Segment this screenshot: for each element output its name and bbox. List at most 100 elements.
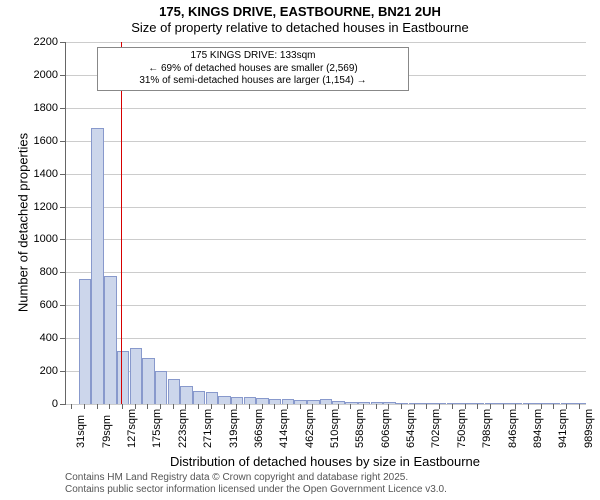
histogram-bar	[168, 379, 180, 404]
y-tick-label: 0	[23, 398, 58, 410]
histogram-bar	[180, 386, 192, 404]
y-tick-mark	[60, 371, 65, 372]
x-tick-label: 750sqm	[456, 409, 468, 448]
y-tick-mark	[60, 75, 65, 76]
x-tick-mark	[553, 404, 554, 409]
y-tick-label: 600	[23, 299, 58, 311]
y-tick-label: 1800	[23, 102, 58, 114]
property-marker-line	[121, 42, 122, 404]
histogram-bar	[130, 348, 142, 404]
x-tick-label: 414sqm	[278, 409, 290, 448]
x-tick-mark	[122, 404, 123, 409]
y-tick-label: 2000	[23, 69, 58, 81]
histogram-bar	[206, 392, 218, 404]
footer-line-2: Contains public sector information licen…	[65, 484, 447, 496]
chart-container: 175, KINGS DRIVE, EASTBOURNE, BN21 2UH S…	[0, 0, 600, 500]
y-tick-mark	[60, 174, 65, 175]
x-tick-label: 606sqm	[380, 409, 392, 448]
y-tick-label: 1000	[23, 233, 58, 245]
footer-line-1: Contains HM Land Registry data © Crown c…	[65, 472, 447, 484]
histogram-bar	[91, 128, 103, 404]
histogram-bar	[193, 391, 205, 404]
histogram-bar	[459, 403, 471, 404]
annotation-line-2: ← 69% of detached houses are smaller (2,…	[102, 63, 404, 76]
histogram-bar	[104, 276, 116, 404]
y-gridline	[66, 42, 586, 43]
x-axis-label: Distribution of detached houses by size …	[65, 454, 585, 469]
y-gridline	[66, 141, 586, 142]
y-gridline	[66, 239, 586, 240]
y-gridline	[66, 305, 586, 306]
histogram-bar	[497, 403, 509, 404]
x-tick-mark	[503, 404, 504, 409]
x-tick-label: 989sqm	[583, 409, 595, 448]
y-tick-mark	[60, 239, 65, 240]
histogram-bar	[142, 358, 154, 404]
histogram-bar	[155, 371, 167, 404]
y-gridline	[66, 338, 586, 339]
x-tick-label: 846sqm	[507, 409, 519, 448]
x-tick-mark	[71, 404, 72, 409]
y-tick-label: 400	[23, 332, 58, 344]
x-tick-label: 127sqm	[126, 409, 138, 448]
x-tick-label: 654sqm	[405, 409, 417, 448]
annotation-line-1: 175 KINGS DRIVE: 133sqm	[102, 50, 404, 63]
y-tick-mark	[60, 141, 65, 142]
x-tick-label: 702sqm	[430, 409, 442, 448]
y-tick-label: 200	[23, 365, 58, 377]
x-tick-label: 798sqm	[481, 409, 493, 448]
y-gridline	[66, 207, 586, 208]
y-tick-label: 1200	[23, 201, 58, 213]
y-tick-mark	[60, 42, 65, 43]
x-tick-mark	[376, 404, 377, 409]
histogram-bar	[409, 403, 421, 404]
x-tick-label: 558sqm	[354, 409, 366, 448]
x-tick-mark	[401, 404, 402, 409]
x-tick-mark	[109, 404, 110, 409]
y-tick-mark	[60, 207, 65, 208]
x-tick-mark	[452, 404, 453, 409]
x-tick-mark	[477, 404, 478, 409]
x-tick-label: 894sqm	[532, 409, 544, 448]
x-tick-mark	[300, 404, 301, 409]
chart-title-sub: Size of property relative to detached ho…	[0, 20, 600, 35]
x-tick-mark	[173, 404, 174, 409]
x-tick-label: 319sqm	[228, 409, 240, 448]
annotation-line-3: 31% of semi-detached houses are larger (…	[102, 75, 404, 88]
histogram-bar	[282, 399, 294, 404]
y-tick-mark	[60, 108, 65, 109]
histogram-bar	[117, 351, 129, 404]
x-tick-mark	[198, 404, 199, 409]
y-gridline	[66, 174, 586, 175]
x-tick-mark	[249, 404, 250, 409]
y-tick-mark	[60, 338, 65, 339]
histogram-bar	[244, 397, 256, 404]
y-tick-mark	[60, 404, 65, 405]
x-tick-label: 941sqm	[557, 409, 569, 448]
x-tick-label: 223sqm	[177, 409, 189, 448]
x-tick-label: 366sqm	[253, 409, 265, 448]
x-tick-mark	[325, 404, 326, 409]
chart-title-main: 175, KINGS DRIVE, EASTBOURNE, BN21 2UH	[0, 4, 600, 19]
y-gridline	[66, 272, 586, 273]
x-tick-mark	[224, 404, 225, 409]
x-tick-mark	[528, 404, 529, 409]
y-gridline	[66, 404, 586, 405]
x-tick-mark	[147, 404, 148, 409]
y-tick-label: 1400	[23, 168, 58, 180]
x-tick-mark	[426, 404, 427, 409]
x-tick-mark	[84, 404, 85, 409]
histogram-bar	[371, 402, 383, 404]
x-tick-label: 510sqm	[329, 409, 341, 448]
x-tick-mark	[579, 404, 580, 409]
y-tick-label: 800	[23, 266, 58, 278]
x-tick-mark	[274, 404, 275, 409]
y-tick-label: 1600	[23, 135, 58, 147]
histogram-bar	[231, 397, 243, 404]
y-gridline	[66, 108, 586, 109]
annotation-box: 175 KINGS DRIVE: 133sqm← 69% of detached…	[97, 47, 409, 91]
y-tick-label: 2200	[23, 36, 58, 48]
x-tick-label: 175sqm	[151, 409, 163, 448]
histogram-bar	[218, 396, 230, 404]
footer-attribution: Contains HM Land Registry data © Crown c…	[65, 472, 447, 496]
